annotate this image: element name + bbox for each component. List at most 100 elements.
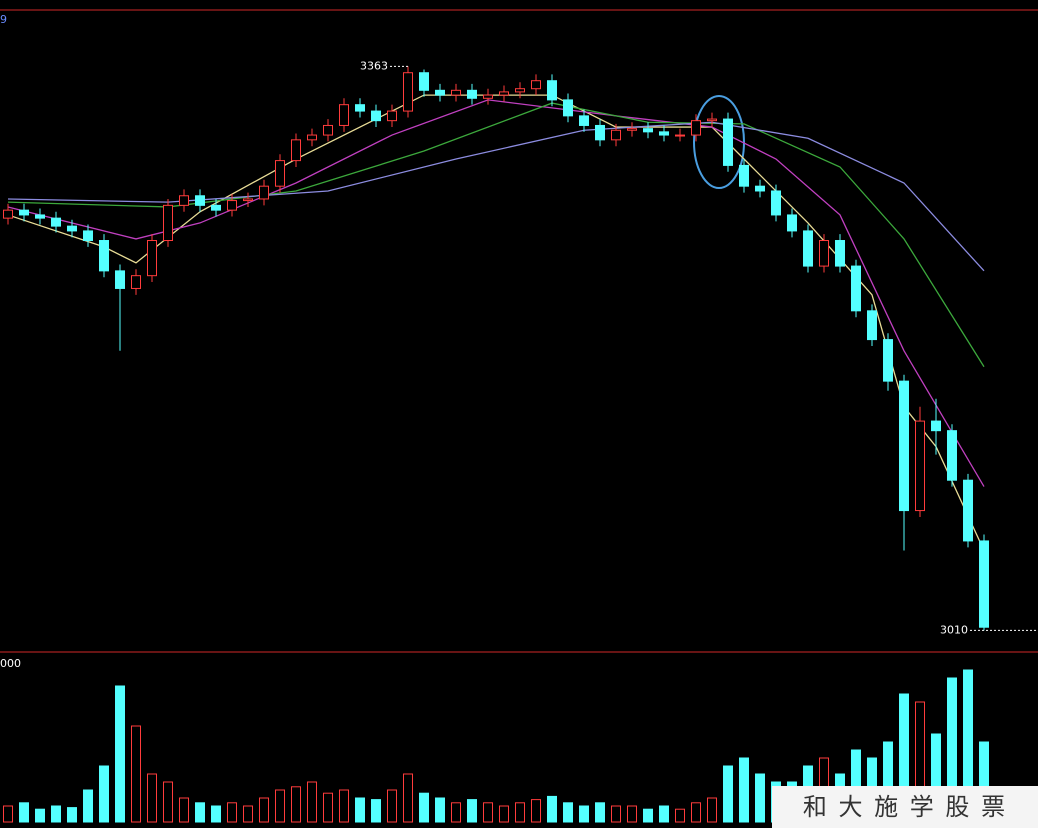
volume-bar xyxy=(499,805,509,823)
volume-bar xyxy=(547,795,557,823)
volume-bar xyxy=(515,802,525,823)
volume-bar xyxy=(755,773,765,823)
candle-body xyxy=(227,200,237,211)
candle-body xyxy=(931,420,941,432)
candle-body xyxy=(659,131,669,136)
candle-body xyxy=(787,214,797,232)
candle-body xyxy=(147,240,157,277)
volume-bar xyxy=(483,802,493,823)
volume-bar xyxy=(259,797,269,823)
candle-body xyxy=(3,209,13,219)
volume-bar xyxy=(419,792,429,823)
moving-average-line xyxy=(7,99,985,487)
candle-body xyxy=(899,380,909,512)
candle-body xyxy=(19,209,29,216)
volume-bar xyxy=(243,805,253,823)
volume-bar xyxy=(659,805,669,823)
candle-body xyxy=(307,134,317,141)
moving-average-line xyxy=(7,94,985,551)
candle-body xyxy=(419,72,429,91)
candle-body xyxy=(275,160,285,187)
candle-body xyxy=(211,204,221,211)
candle-body xyxy=(547,80,557,101)
candle-body xyxy=(867,310,877,341)
candle-body xyxy=(755,185,765,192)
volume-bar xyxy=(51,805,61,823)
candle-body xyxy=(627,128,637,131)
volume-bar xyxy=(195,802,205,823)
volume-bar xyxy=(579,805,589,823)
candle-body xyxy=(451,89,461,96)
candle-body xyxy=(323,124,333,136)
candle-body xyxy=(99,240,109,272)
candle-body xyxy=(51,217,61,227)
candle-body xyxy=(979,540,989,628)
highlight-circle xyxy=(693,95,745,189)
candle-body xyxy=(707,118,717,122)
volume-bar xyxy=(131,725,141,823)
volume-bar xyxy=(275,789,285,823)
candle-body xyxy=(515,88,525,93)
volume-bar xyxy=(291,786,301,823)
candle-body xyxy=(83,230,93,242)
volume-bar xyxy=(451,802,461,823)
candle-body xyxy=(115,270,125,289)
volume-bar xyxy=(19,802,29,823)
watermark: 和 大 施 学 股 票 xyxy=(772,786,1038,828)
candle-body xyxy=(819,240,829,267)
high-label: 3363 xyxy=(360,59,388,72)
candle-body xyxy=(499,91,509,96)
volume-bar xyxy=(595,802,605,823)
candle-body xyxy=(723,118,733,166)
candle-body xyxy=(371,110,381,122)
candle-body xyxy=(739,164,749,187)
volume-bar xyxy=(643,808,653,823)
candle-body xyxy=(339,104,349,126)
candle-body xyxy=(611,129,621,141)
volume-bar xyxy=(707,797,717,823)
candle-body xyxy=(595,124,605,141)
low-label: 3010 xyxy=(940,623,968,636)
volume-label: 000 xyxy=(0,657,21,670)
candle-body xyxy=(963,479,973,542)
candle-body xyxy=(531,80,541,90)
volume-bar xyxy=(323,792,333,823)
candle-body xyxy=(179,195,189,206)
candle-body xyxy=(563,99,573,117)
volume-bar xyxy=(99,765,109,823)
candle-body xyxy=(35,214,45,219)
volume-bar xyxy=(387,789,397,823)
volume-bar xyxy=(307,781,317,823)
corner-label: 9 xyxy=(0,13,7,26)
candle-body xyxy=(883,339,893,382)
candle-body xyxy=(291,139,301,162)
volume-bar xyxy=(435,797,445,823)
volume-bar xyxy=(67,807,77,823)
candle-body xyxy=(643,128,653,133)
candle-body xyxy=(851,265,861,312)
volume-bar xyxy=(147,773,157,823)
candle-body xyxy=(803,230,813,267)
volume-bar xyxy=(563,802,573,823)
volume-bar xyxy=(739,757,749,823)
volume-bar xyxy=(163,781,173,823)
volume-bar xyxy=(115,685,125,823)
volume-bar xyxy=(227,802,237,823)
volume-bar xyxy=(723,765,733,823)
candle-body xyxy=(195,195,205,206)
volume-bar xyxy=(467,799,477,823)
volume-bar xyxy=(35,808,45,823)
candle-body xyxy=(579,115,589,126)
volume-bar xyxy=(403,773,413,823)
volume-bar xyxy=(627,805,637,823)
candle-body xyxy=(387,110,397,122)
volume-bar xyxy=(3,805,13,823)
candle-body xyxy=(675,134,685,137)
candle-body xyxy=(67,225,77,232)
candle-body xyxy=(483,94,493,99)
candle-body xyxy=(435,89,445,96)
volume-bar xyxy=(211,805,221,823)
volume-bar xyxy=(675,808,685,823)
candle-body xyxy=(259,185,269,200)
